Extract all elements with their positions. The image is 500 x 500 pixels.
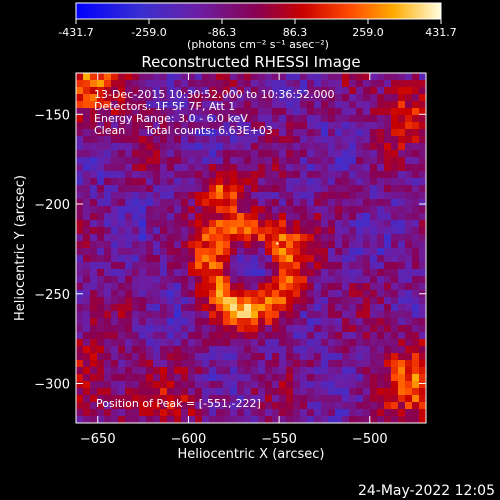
colorbar-tick-label: 431.7 [425, 26, 457, 39]
colorbar-tick-label: 86.3 [283, 26, 308, 39]
annotation-detectors: Detectors: 1F 5F 7F, Att 1 [94, 100, 235, 113]
heatmap-image [76, 73, 426, 423]
x-tick-label: −550 [261, 432, 297, 447]
colorbar-tick-label: -86.3 [208, 26, 236, 39]
y-tick-label: −150 [34, 108, 70, 123]
annotations: 13-Dec-2015 10:30:52.000 to 10:36:52.000… [94, 88, 335, 410]
plot-frame [75, 72, 427, 424]
y-axis-label: Heliocentric Y (arcsec) [13, 175, 28, 321]
x-tick-label: −650 [80, 432, 116, 447]
footer-date: 24-May-2022 12:05 [358, 483, 495, 499]
axes: −650 −600 −550 −500 −150 −200 −250 −300 [34, 73, 426, 447]
peak-position-marker [276, 242, 279, 245]
chart-title: Reconstructed RHESSI Image [141, 53, 360, 71]
x-axis-label: Heliocentric X (arcsec) [178, 447, 325, 462]
annotation-clean: Clean [94, 124, 125, 137]
x-tick-label: −600 [171, 432, 207, 447]
colorbar-tick-label: -259.0 [131, 26, 166, 39]
x-tick-label: −500 [352, 432, 388, 447]
colorbar [75, 2, 442, 20]
y-tick-label: −300 [34, 378, 70, 393]
y-tick-label: −250 [34, 288, 70, 303]
annotation-time: 13-Dec-2015 10:30:52.000 to 10:36:52.000 [94, 88, 335, 101]
annotation-energy: Energy Range: 3.0 - 6.0 keV [94, 112, 248, 125]
colorbar-ticks: -431.7 -259.0 -86.3 86.3 259.0 431.7 [58, 19, 457, 39]
colorbar-unit: (photons cm⁻² s⁻¹ asec⁻²) [187, 38, 329, 51]
annotation-peak: Position of Peak = [-551,-222] [96, 397, 261, 410]
annotation-total-counts: Total counts: 6.63E+03 [144, 124, 273, 137]
colorbar-tick-label: 259.0 [352, 26, 384, 39]
colorbar-tick-label: -431.7 [58, 26, 93, 39]
y-tick-label: −200 [34, 198, 70, 213]
